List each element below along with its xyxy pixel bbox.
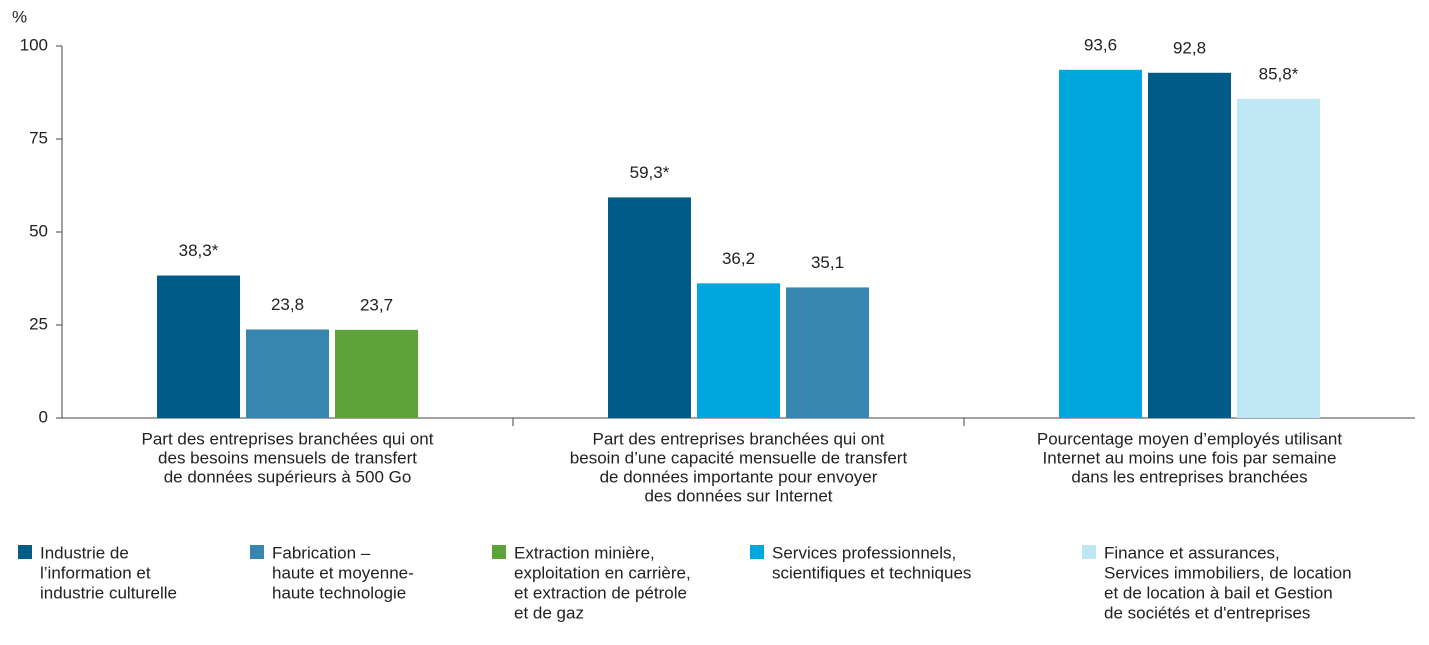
legend-swatch (750, 545, 764, 559)
legend-label: Finance et assurances, (1104, 543, 1280, 562)
bar (697, 283, 780, 418)
value-label: 23,7 (360, 295, 393, 314)
value-label: 93,6 (1084, 35, 1117, 54)
x-tick-label: de données supérieurs à 500 Go (164, 467, 412, 486)
bar (246, 329, 329, 418)
bar (1059, 69, 1142, 419)
bar (335, 329, 418, 418)
value-label: 92,8 (1173, 38, 1206, 57)
legend-label: et extraction de pétrole (514, 583, 687, 602)
bar (786, 287, 869, 418)
legend-label: exploitation en carrière, (514, 563, 691, 582)
x-tick-label: de données importante pour envoyer (600, 467, 878, 486)
legend-swatch (18, 545, 32, 559)
bar (1148, 72, 1231, 418)
x-tick-label: besoin d’une capacité mensuelle de trans… (570, 448, 908, 467)
legend-swatch (492, 545, 506, 559)
x-tick-label: des besoins mensuels de transfert (158, 448, 417, 467)
value-label: 38,3* (179, 241, 219, 260)
value-label: 35,1 (811, 253, 844, 272)
legend-label: scientifiques et techniques (772, 563, 971, 582)
x-tick-label: dans les entreprises branchées (1071, 467, 1307, 486)
bar (608, 197, 691, 418)
y-tick-label: 100 (20, 35, 48, 54)
legend-label: industrie culturelle (40, 583, 177, 602)
legend-label: et de location à bail et Gestion (1104, 583, 1333, 602)
x-tick-label: des données sur Internet (644, 486, 832, 505)
value-label: 59,3* (630, 163, 670, 182)
value-label: 23,8 (271, 295, 304, 314)
y-tick-label: 50 (29, 221, 48, 240)
legend-label: et de gaz (514, 603, 584, 622)
legend-label: l’information et (40, 563, 151, 582)
bar (157, 275, 240, 418)
x-tick-label: Part des entreprises branchées qui ont (592, 429, 884, 448)
bar (1237, 98, 1320, 418)
legend-label: Services professionnels, (772, 543, 956, 562)
legend-label: Fabrication – (272, 543, 371, 562)
legend-swatch (250, 545, 264, 559)
legend-label: haute technologie (272, 583, 406, 602)
x-tick-label: Internet au moins une fois par semaine (1043, 448, 1337, 467)
y-axis-label: % (12, 7, 27, 26)
legend-label: Services immobiliers, de location (1104, 563, 1352, 582)
legend-label: de sociétés et d'entreprises (1104, 603, 1310, 622)
x-tick-label: Pourcentage moyen d’employés utilisant (1037, 429, 1343, 448)
y-tick-label: 25 (29, 314, 48, 333)
value-label: 36,2 (722, 249, 755, 268)
legend-swatch (1082, 545, 1096, 559)
legend-label: Extraction minière, (514, 543, 655, 562)
legend-label: haute et moyenne- (272, 563, 414, 582)
value-label: 85,8* (1259, 64, 1299, 83)
y-tick-label: 0 (39, 407, 48, 426)
y-tick-label: 75 (29, 128, 48, 147)
x-tick-label: Part des entreprises branchées qui ont (141, 429, 433, 448)
legend-label: Industrie de (40, 543, 129, 562)
